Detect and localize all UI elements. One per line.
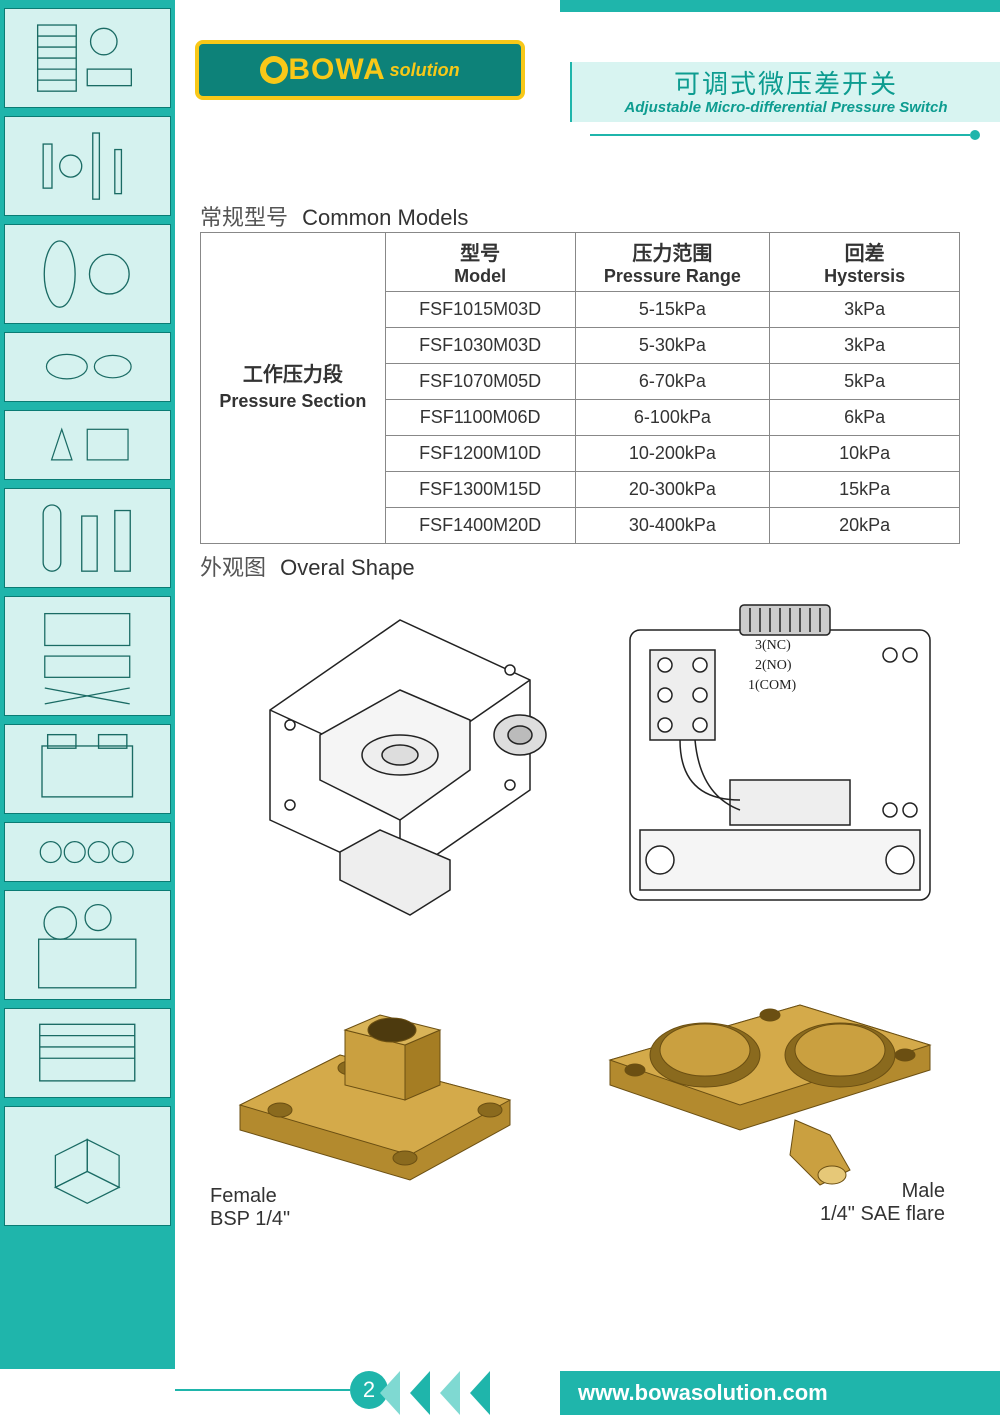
row-header: 工作压力段 Pressure Section [201, 233, 386, 544]
footer: 2 www.bowasolution.com [0, 1369, 1000, 1415]
heading-models-cn: 常规型号 [200, 205, 288, 230]
brand-logo: BOWA solution [195, 40, 525, 100]
col-range: 压力范围Pressure Range [575, 233, 770, 292]
iso-svg [200, 590, 580, 950]
deco-dot [970, 130, 980, 140]
title-cn: 可调式微压差开关 [572, 64, 1000, 101]
heading-shape-en: Overal Shape [280, 555, 415, 580]
footer-chevrons [360, 1371, 560, 1415]
sidebar-thumbnails [0, 0, 175, 1370]
page-line [175, 1389, 350, 1391]
table-header-row: 工作压力段 Pressure Section 型号Model 压力范围Press… [201, 233, 960, 292]
diagram-isometric [200, 590, 580, 950]
wiring-label-no: 2(NO) [755, 658, 792, 674]
heading-models-en: Common Models [302, 205, 468, 230]
thumb-chiller [4, 724, 171, 814]
diagram-area: 3(NC) 2(NO) 1(COM) [200, 590, 970, 1230]
header-stripe [560, 0, 1000, 12]
female-svg [210, 980, 540, 1200]
label-male: Male 1/4" SAE flare [820, 1180, 945, 1226]
footer-url: www.bowasolution.com [560, 1371, 1000, 1415]
title-en: Adjustable Micro-differential Pressure S… [572, 99, 1000, 116]
thumb-separator [4, 488, 171, 588]
thumb-iso [4, 1106, 171, 1226]
wiring-label-com: 1(COM) [748, 678, 796, 694]
thumb-unit [4, 1008, 171, 1098]
thumb-heat-exchanger [4, 8, 171, 108]
diagram-male [570, 970, 960, 1200]
brand-main: BOWA [288, 53, 385, 87]
heading-shape-cn: 外观图 [200, 555, 266, 580]
thumb-receiver [4, 224, 171, 324]
diagram-female [210, 980, 540, 1200]
col-model: 型号Model [385, 233, 575, 292]
heading-models: 常规型号 Common Models [200, 200, 468, 232]
male-svg [570, 970, 960, 1200]
col-hyst: 回差Hystersis [770, 233, 960, 292]
deco-bar [590, 134, 970, 136]
wiring-label-nc: 3(NC) [755, 638, 791, 654]
thumb-manifold [4, 596, 171, 716]
brand-sub: solution [390, 60, 460, 81]
thumb-valve2 [4, 410, 171, 480]
models-table: 工作压力段 Pressure Section 型号Model 压力范围Press… [200, 232, 960, 544]
heading-shape: 外观图 Overal Shape [200, 550, 415, 582]
thumb-valves [4, 116, 171, 216]
title-band: 可调式微压差开关 Adjustable Micro-differential P… [570, 62, 1000, 122]
logo-o-icon [260, 56, 288, 84]
thumb-condenser [4, 822, 171, 882]
label-female: Female BSP 1/4" [210, 1185, 290, 1231]
thumb-filter [4, 332, 171, 402]
thumb-compressor-rack [4, 890, 171, 1000]
